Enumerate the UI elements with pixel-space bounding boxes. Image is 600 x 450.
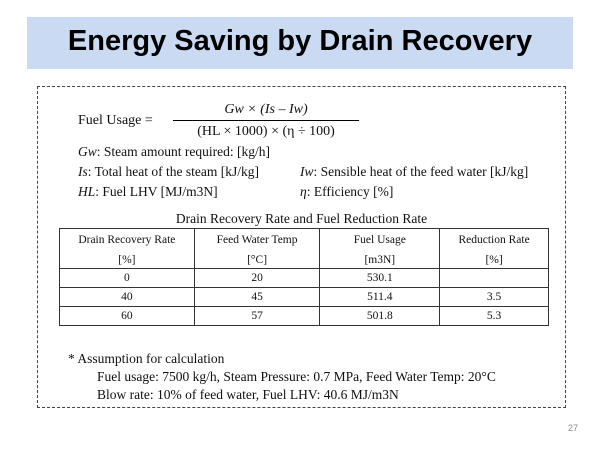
- fraction-bar: [173, 120, 359, 121]
- drain-recovery-table: Drain Recovery Rate Feed Water Temp Fuel…: [59, 228, 549, 326]
- page-number: 27: [567, 423, 578, 433]
- definition-hl: HL: Fuel LHV [MJ/m3N]: [78, 184, 218, 200]
- formula-denominator: (HL × 1000) × (η ÷ 100): [197, 124, 335, 139]
- column-header: Reduction Rate: [439, 228, 549, 251]
- definition-iw: Iw: Sensible heat of the feed water [kJ/…: [300, 164, 528, 180]
- table-cell: 5.3: [439, 306, 549, 326]
- definition-hl-text: : Fuel LHV [MJ/m3N]: [95, 184, 218, 199]
- column-unit: [°C]: [193, 251, 321, 269]
- column-header: Fuel Usage: [319, 228, 441, 251]
- definition-iw-text: : Sensible heat of the feed water [kJ/kg…: [313, 164, 529, 179]
- table-cell: [439, 268, 549, 288]
- title-bar: Energy Saving by Drain Recovery: [27, 17, 573, 69]
- notes-heading: * Assumption for calculation: [68, 351, 225, 366]
- symbol-is: Is: [78, 164, 88, 179]
- slide-title: Energy Saving by Drain Recovery: [67, 25, 533, 57]
- table-cell: 60: [59, 306, 195, 326]
- table-cell: 3.5: [439, 287, 549, 307]
- table-row: 40 45 511.4 3.5: [59, 287, 549, 307]
- table-header-row: Drain Recovery Rate Feed Water Temp Fuel…: [59, 228, 549, 251]
- table-cell: 0: [59, 268, 195, 288]
- table-cell: 530.1: [319, 268, 441, 288]
- formula-numerator: Gw × (Is – Iw): [224, 102, 308, 117]
- symbol-iw: Iw: [300, 164, 314, 179]
- table-row: 0 20 530.1: [59, 268, 549, 288]
- table-title: Drain Recovery Rate and Fuel Reduction R…: [175, 211, 428, 226]
- definition-gw: Gw: Steam amount required: [kg/h]: [78, 144, 270, 160]
- column-unit: [%]: [59, 251, 195, 269]
- notes-line-2: Blow rate: 10% of feed water, Fuel LHV: …: [97, 387, 399, 402]
- notes-line-1: Fuel usage: 7500 kg/h, Steam Pressure: 0…: [97, 369, 496, 384]
- column-header: Feed Water Temp: [193, 228, 321, 251]
- table-cell: 20: [193, 268, 321, 288]
- table-cell: 40: [59, 287, 195, 307]
- content-box: Fuel Usage = Gw × (Is – Iw) (HL × 1000) …: [37, 86, 566, 408]
- symbol-eta: η: [300, 184, 307, 199]
- table-cell: 501.8: [319, 306, 441, 326]
- definition-is: Is: Total heat of the steam [kJ/kg]: [78, 164, 259, 180]
- symbol-gw: Gw: [78, 144, 97, 159]
- table-cell: 57: [193, 306, 321, 326]
- definition-gw-text: : Steam amount required: [kg/h]: [96, 144, 270, 159]
- definition-is-text: : Total heat of the steam [kJ/kg]: [87, 164, 260, 179]
- formula-label: Fuel Usage =: [78, 113, 153, 128]
- table-units-row: [%] [°C] [m3N] [%]: [59, 251, 549, 269]
- column-unit: [m3N]: [319, 251, 441, 269]
- symbol-hl: HL: [78, 184, 96, 199]
- definition-eta: η: Efficiency [%]: [300, 184, 393, 200]
- definition-eta-text: : Efficiency [%]: [306, 184, 394, 199]
- formula-fraction: Gw × (Is – Iw) (HL × 1000) × (η ÷ 100): [173, 101, 359, 141]
- table-cell: 45: [193, 287, 321, 307]
- table-cell: 511.4: [319, 287, 441, 307]
- table-row: 60 57 501.8 5.3: [59, 306, 549, 326]
- column-unit: [%]: [439, 251, 549, 269]
- column-header: Drain Recovery Rate: [59, 228, 195, 251]
